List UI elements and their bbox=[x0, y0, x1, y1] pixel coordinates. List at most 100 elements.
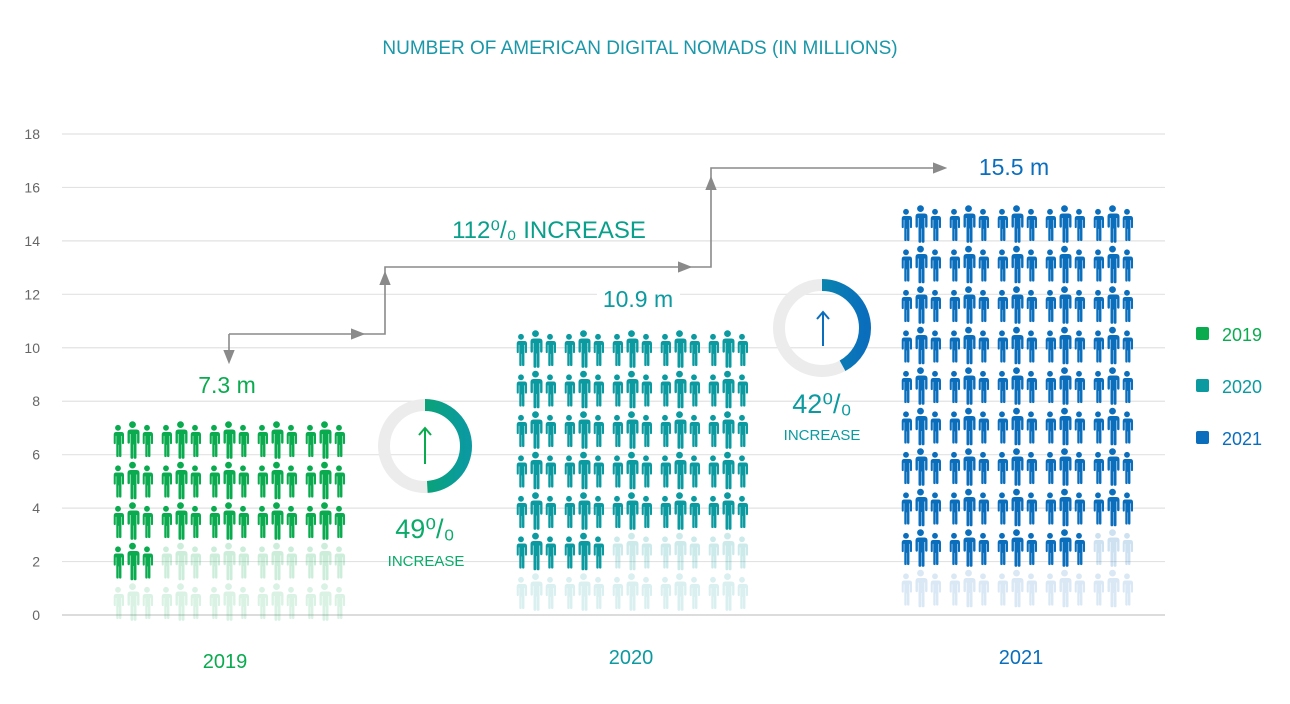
chart-title: NUMBER OF AMERICAN DIGITAL NOMADS (IN MI… bbox=[382, 38, 897, 59]
person-icon bbox=[674, 451, 687, 490]
person-icon bbox=[660, 333, 671, 367]
people-group-icon bbox=[1093, 488, 1133, 527]
person-icon bbox=[626, 492, 639, 530]
person-icon bbox=[1045, 411, 1056, 444]
person-icon bbox=[612, 576, 623, 610]
people-group-icon bbox=[901, 205, 941, 243]
person-icon bbox=[915, 569, 928, 608]
person-icon bbox=[223, 542, 236, 581]
person-icon bbox=[1122, 532, 1133, 566]
person-icon bbox=[1026, 532, 1037, 566]
person-icon bbox=[516, 414, 527, 448]
person-icon bbox=[901, 370, 912, 404]
person-icon bbox=[1045, 370, 1056, 404]
person-icon bbox=[257, 424, 268, 458]
person-icon bbox=[1093, 249, 1104, 282]
person-icon bbox=[593, 455, 604, 488]
person-icon bbox=[626, 451, 639, 490]
person-icon bbox=[1074, 370, 1085, 404]
person-icon bbox=[238, 424, 249, 458]
person-icon bbox=[901, 492, 912, 525]
person-icon bbox=[238, 465, 249, 498]
people-group-icon bbox=[516, 411, 556, 449]
person-icon bbox=[978, 532, 989, 566]
person-icon bbox=[1122, 330, 1133, 363]
person-icon bbox=[660, 536, 671, 569]
person-icon bbox=[545, 333, 556, 367]
person-icon bbox=[286, 424, 297, 458]
person-icon bbox=[1107, 205, 1120, 243]
person-icon bbox=[209, 424, 220, 458]
person-icon bbox=[1093, 330, 1104, 363]
people-group-icon bbox=[901, 367, 941, 405]
person-icon bbox=[1011, 245, 1024, 284]
people-group-icon bbox=[113, 542, 153, 581]
person-icon bbox=[641, 536, 652, 569]
arrow-segment bbox=[384, 261, 693, 278]
people-group-icon bbox=[113, 421, 153, 459]
person-icon bbox=[997, 208, 1008, 242]
person-icon bbox=[915, 245, 928, 284]
person-icon bbox=[626, 330, 639, 368]
person-icon bbox=[1107, 286, 1120, 324]
person-icon bbox=[708, 576, 719, 610]
person-icon bbox=[1059, 326, 1072, 365]
people-group-icon bbox=[997, 407, 1037, 446]
person-icon bbox=[127, 421, 140, 459]
person-icon bbox=[1011, 326, 1024, 365]
person-icon bbox=[1093, 492, 1104, 525]
people-group-icon bbox=[516, 492, 556, 530]
people-group-icon bbox=[949, 569, 989, 608]
person-icon bbox=[286, 465, 297, 498]
person-icon bbox=[564, 495, 575, 529]
person-icon bbox=[737, 333, 748, 367]
person-icon bbox=[578, 451, 591, 490]
person-icon bbox=[286, 546, 297, 579]
people-group-icon bbox=[516, 330, 556, 368]
person-icon bbox=[930, 451, 941, 485]
person-icon bbox=[142, 546, 153, 579]
people-group-icon bbox=[660, 451, 700, 490]
person-icon bbox=[1011, 205, 1024, 243]
person-icon bbox=[530, 573, 543, 611]
people-group-icon bbox=[564, 451, 604, 490]
person-icon bbox=[530, 532, 543, 571]
x-label-2019: 2019 bbox=[203, 651, 248, 673]
person-icon bbox=[660, 576, 671, 610]
person-icon bbox=[963, 245, 976, 284]
person-icon bbox=[190, 465, 201, 498]
person-icon bbox=[612, 455, 623, 488]
person-icon bbox=[1011, 286, 1024, 324]
pictograph-2020 bbox=[516, 330, 748, 611]
person-icon bbox=[1059, 205, 1072, 243]
person-icon bbox=[737, 495, 748, 529]
person-icon bbox=[530, 330, 543, 368]
people-group-icon bbox=[161, 461, 201, 500]
person-icon bbox=[612, 495, 623, 529]
pictograph-2019 bbox=[113, 421, 345, 621]
person-icon bbox=[257, 465, 268, 498]
person-icon bbox=[722, 451, 735, 490]
donut-progress bbox=[773, 279, 871, 377]
person-icon bbox=[305, 424, 316, 458]
people-group-icon bbox=[209, 502, 249, 540]
people-group-icon bbox=[901, 488, 941, 527]
person-icon bbox=[737, 576, 748, 610]
person-icon bbox=[1026, 330, 1037, 363]
people-group-icon bbox=[564, 330, 604, 368]
people-group-icon bbox=[901, 326, 941, 365]
person-icon bbox=[1045, 492, 1056, 525]
person-icon bbox=[1026, 451, 1037, 485]
people-group-icon bbox=[1093, 367, 1133, 405]
people-group-icon bbox=[516, 532, 556, 571]
increase-percent: 49⁰/₀ bbox=[395, 514, 455, 544]
person-icon bbox=[1107, 326, 1120, 365]
person-icon bbox=[626, 532, 639, 571]
person-icon bbox=[963, 286, 976, 324]
person-icon bbox=[1074, 208, 1085, 242]
person-icon bbox=[930, 573, 941, 606]
people-group-icon bbox=[161, 542, 201, 581]
person-icon bbox=[963, 326, 976, 365]
person-icon bbox=[674, 370, 687, 409]
person-icon bbox=[1011, 407, 1024, 446]
